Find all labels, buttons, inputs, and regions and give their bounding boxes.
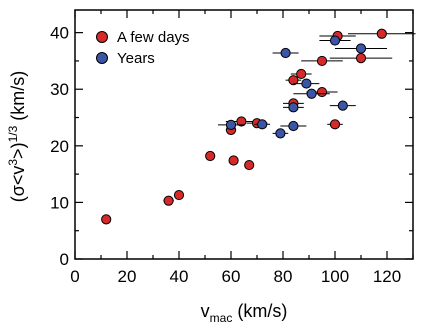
legend-label-a-few-days: A few days: [117, 29, 190, 46]
data-point: [228, 155, 239, 166]
data-point: [275, 128, 286, 139]
data-point: [163, 195, 174, 206]
plot-frame: [74, 9, 414, 260]
data-point: [355, 43, 367, 54]
data-point: [205, 150, 216, 162]
data-point: [173, 189, 185, 201]
data-point: [301, 78, 312, 89]
legend-marker-years: [96, 52, 108, 64]
y-tick-label: 20: [50, 137, 69, 156]
data-point: [101, 214, 112, 225]
data-point: [329, 119, 341, 130]
y-tick-label: 10: [50, 193, 69, 212]
x-axis-label-subscript: mac: [210, 311, 233, 325]
data-point: [288, 75, 299, 86]
y-tick-label: 0: [60, 250, 69, 269]
x-tick-label: 60: [222, 267, 241, 286]
x-tick-label: 80: [274, 267, 293, 286]
data-point: [329, 35, 341, 46]
legend-marker-a-few-days: [96, 31, 108, 43]
x-tick-label: 20: [118, 267, 137, 286]
y-axis-label-pre: (σ<v: [8, 166, 28, 203]
x-axis-label-unit: (km/s): [232, 301, 287, 321]
data-point: [257, 119, 268, 130]
x-tick-label: 100: [321, 267, 349, 286]
data-point: [225, 119, 237, 130]
y-tick-label: 40: [50, 24, 69, 43]
data-point: [288, 102, 299, 113]
data-point: [244, 159, 255, 171]
axis-ticks: 0 20 40 60 80 100 120 0 10 20 30 40: [50, 10, 414, 286]
data-point: [376, 28, 387, 39]
x-axis-label-main: v: [201, 301, 210, 321]
data-point: [316, 86, 328, 98]
x-tick-label: 0: [70, 267, 79, 286]
data-point: [355, 53, 367, 64]
data-point: [306, 88, 317, 99]
data-layer: [101, 28, 416, 225]
x-tick-label: 120: [373, 267, 401, 286]
data-point: [280, 47, 291, 59]
x-axis-label: vmac (km/s): [201, 301, 288, 325]
data-point: [316, 55, 328, 67]
data-point: [288, 120, 299, 132]
legend-label-years: Years: [117, 50, 155, 67]
data-point: [337, 100, 348, 111]
y-axis-label: (σ<v3>)1/3 (km/s): [6, 71, 28, 203]
y-axis-label-sup2: 1/3: [6, 125, 20, 142]
y-axis-label-unit: (km/s): [8, 71, 28, 126]
legend: A few days Years: [96, 29, 190, 67]
y-tick-label: 30: [50, 80, 69, 99]
series-years: [218, 35, 387, 139]
y-axis-label-mid: >): [8, 142, 28, 159]
y-axis-label-sup1: 3: [6, 159, 20, 166]
data-point: [296, 68, 307, 80]
data-point: [236, 116, 247, 127]
x-tick-label: 40: [170, 267, 189, 286]
